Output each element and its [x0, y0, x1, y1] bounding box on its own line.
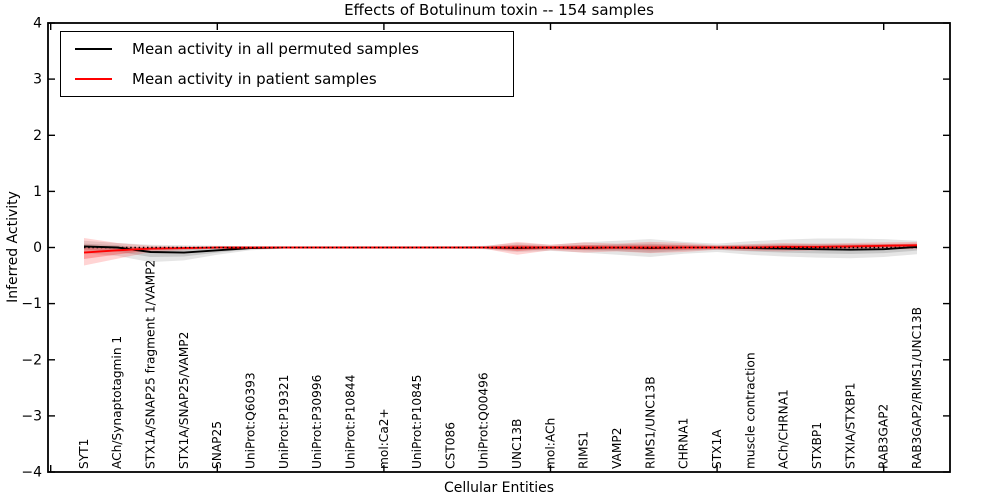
- entity-label: STX1A/SNAP25 fragment 1/VAMP2: [144, 260, 158, 469]
- y-tick-label: 1: [33, 184, 42, 200]
- entity-label: mol:Ca2+: [377, 408, 391, 469]
- entity-label: CHRNA1: [677, 418, 691, 469]
- permuted-band-outer: [84, 238, 917, 263]
- y-tick-label: 2: [33, 128, 42, 144]
- entity-label: UniProt:P30996: [310, 375, 324, 469]
- entity-label: SYT1: [77, 439, 91, 469]
- entity-label: UniProt:P10844: [344, 374, 358, 469]
- entity-label: CST086: [443, 422, 457, 469]
- legend-line-patient-icon: [75, 78, 112, 81]
- entity-label: UniProt:P10845: [410, 375, 424, 469]
- legend-item-permuted: Mean activity in all permuted samples: [75, 35, 513, 63]
- legend-label-patient: Mean activity in patient samples: [132, 70, 377, 89]
- entity-label: STXBP1: [810, 422, 824, 469]
- entity-label: UniProt:Q00496: [477, 372, 491, 469]
- legend: Mean activity in all permuted samples Me…: [60, 31, 514, 97]
- y-tick-label: −1: [21, 296, 42, 312]
- x-axis-label: Cellular Entities: [443, 480, 555, 496]
- entity-label: RAB3GAP2/RIMS1/UNC13B: [910, 307, 924, 469]
- patient-band-outer: [84, 238, 917, 266]
- y-tick-label: 3: [33, 72, 42, 88]
- entity-label: UniProt:P19321: [277, 375, 291, 469]
- entity-label: STX1A: [710, 429, 724, 469]
- y-tick-label: −2: [21, 352, 42, 368]
- entity-label: SNAP25: [210, 421, 224, 469]
- entity-label: UniProt:Q60393: [244, 372, 258, 469]
- entity-label: muscle contraction: [743, 352, 757, 469]
- entity-label: VAMP2: [610, 427, 624, 469]
- entity-label: RIMS1/UNC13B: [643, 376, 657, 469]
- legend-item-patient: Mean activity in patient samples: [75, 65, 513, 93]
- entity-label: RAB3GAP2: [877, 404, 891, 469]
- entity-label: mol:ACh: [543, 418, 557, 469]
- chart-title: Effects of Botulinum toxin -- 154 sample…: [344, 1, 654, 19]
- y-tick-label: −3: [21, 409, 42, 425]
- y-tick-label: 0: [33, 240, 42, 256]
- entity-label: UNC13B: [510, 419, 524, 469]
- entity-label: STXIA/STXBP1: [843, 382, 857, 469]
- y-tick-label: 4: [33, 16, 42, 32]
- y-axis-label: Inferred Activity: [5, 191, 21, 303]
- legend-label-permuted: Mean activity in all permuted samples: [132, 39, 419, 58]
- entity-label: RIMS1: [577, 431, 591, 469]
- entity-label: STX1A/SNAP25/VAMP2: [177, 332, 191, 469]
- legend-line-permuted-icon: [75, 47, 112, 50]
- entity-label: ACh/CHRNA1: [777, 389, 791, 469]
- y-tick-label: −4: [21, 465, 42, 481]
- entity-label: ACh/Synaptotagmin 1: [110, 336, 124, 469]
